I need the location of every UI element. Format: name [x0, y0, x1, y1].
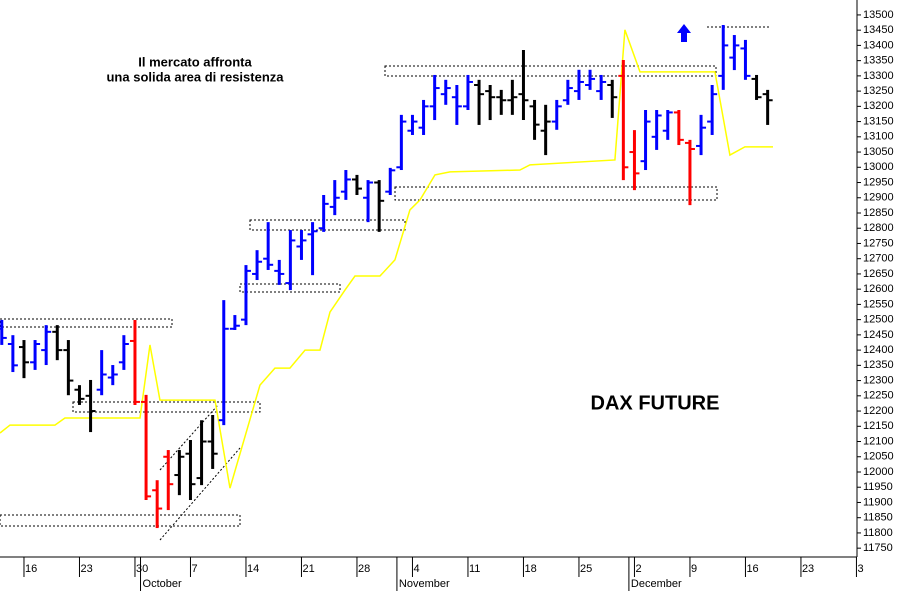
x-tick-label: 2	[635, 563, 641, 575]
y-tick-label: 12800	[863, 222, 894, 234]
channel-line	[159, 404, 219, 471]
annotation: una solida area di resistenza	[106, 69, 284, 84]
y-tick-label: 13450	[863, 24, 894, 36]
y-tick-label: 11950	[863, 481, 893, 493]
resistance-zone	[249, 219, 406, 231]
zones	[0, 26, 770, 541]
support-zone	[394, 186, 718, 201]
support-zone	[72, 401, 261, 413]
x-tick-label: 3	[857, 563, 863, 575]
support-line	[0, 29, 773, 489]
y-tick-label: 11900	[863, 496, 893, 508]
month-label: October	[143, 578, 182, 590]
resistance-zone	[384, 65, 717, 77]
y-tick-label: 13000	[863, 161, 894, 173]
y-tick-label: 12650	[863, 268, 894, 280]
y-tick-label: 12100	[863, 435, 894, 447]
x-tick-label: 23	[80, 563, 92, 575]
y-tick-label: 12150	[863, 420, 894, 432]
y-tick-label: 13150	[863, 115, 894, 127]
y-tick-label: 12350	[863, 359, 894, 371]
y-tick-label: 12950	[863, 176, 894, 188]
y-tick-label: 12700	[863, 253, 894, 265]
y-tick-label: 12600	[863, 283, 894, 295]
y-tick-label: 12750	[863, 237, 894, 249]
y-tick-label: 12450	[863, 329, 894, 341]
y-tick-label: 11800	[863, 527, 893, 539]
y-tick-label: 13400	[863, 39, 894, 51]
x-tick-label: 18	[524, 563, 536, 575]
y-tick-label: 12200	[863, 405, 894, 417]
y-tick-label: 12500	[863, 314, 894, 326]
x-tick-label: 16	[25, 563, 37, 575]
x-tick-label: 23	[802, 563, 814, 575]
x-tick-label: 4	[413, 563, 419, 575]
x-tick-label: 7	[191, 563, 197, 575]
annotation: Il mercato affronta	[138, 54, 252, 69]
up-arrow	[677, 24, 691, 42]
y-tick-label: 13050	[863, 146, 894, 158]
y-tick-label: 12300	[863, 374, 894, 386]
month-label: December	[631, 578, 682, 590]
y-tick-label: 13200	[863, 100, 894, 112]
month-label: November	[399, 578, 450, 590]
x-tick-label: 9	[691, 563, 697, 575]
y-tick-label: 12400	[863, 344, 894, 356]
x-tick-label: 30	[136, 563, 148, 575]
y-tick-label: 13100	[863, 131, 894, 143]
y-tick-label: 13500	[863, 9, 894, 21]
y-tick-label: 13300	[863, 70, 894, 82]
y-tick-label: 12550	[863, 298, 894, 310]
channel-line	[159, 447, 241, 541]
chart-title: DAX FUTURE	[591, 392, 720, 414]
y-tick-label: 12050	[863, 451, 894, 463]
y-tick-label: 12900	[863, 192, 894, 204]
resistance-zone	[0, 318, 173, 328]
y-tick-label: 12850	[863, 207, 894, 219]
x-tick-label: 21	[302, 563, 314, 575]
y-tick-label: 11750	[863, 542, 893, 554]
x-tick-label: 16	[746, 563, 758, 575]
y-tick-label: 11850	[863, 512, 893, 524]
y-tick-label: 13250	[863, 85, 894, 97]
y-tick-label: 13350	[863, 55, 894, 67]
x-tick-label: 11	[469, 563, 480, 575]
y-tick-label: 12000	[863, 466, 894, 478]
x-tick-label: 25	[580, 563, 592, 575]
x-tick-label: 28	[358, 563, 370, 575]
support-zone	[0, 514, 241, 527]
y-tick-label: 12250	[863, 390, 894, 402]
x-tick-label: 14	[247, 563, 259, 575]
